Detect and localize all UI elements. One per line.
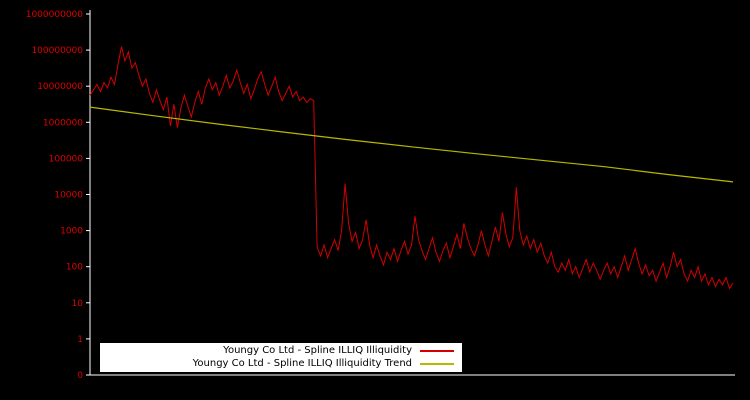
- axis-lines: [89, 10, 735, 376]
- y-tick-label: 1: [77, 335, 83, 345]
- y-tick-label: 10000: [54, 191, 83, 201]
- y-tick-label: 1000000: [43, 118, 83, 128]
- y-tick-label: 1000: [60, 227, 83, 237]
- chart-legend: Youngy Co Ltd - Spline ILLIQ Illiquidity…: [100, 343, 462, 372]
- y-tick-label: 1000000000: [26, 10, 84, 20]
- illiquidity-series-line: [89, 46, 734, 290]
- legend-line-sample-yellow: [420, 363, 454, 365]
- illiquidity-trend-line: [89, 106, 734, 183]
- legend-label-trend: Youngy Co Ltd - Spline ILLIQ Illiquidity…: [192, 358, 412, 369]
- y-tick-label: 10: [72, 299, 84, 309]
- legend-entry-trend: Youngy Co Ltd - Spline ILLIQ Illiquidity…: [108, 358, 454, 370]
- legend-entry-illiquidity: Youngy Co Ltd - Spline ILLIQ Illiquidity: [108, 345, 454, 357]
- y-tick-label: 10000000: [37, 82, 83, 92]
- y-tick-label: 0: [77, 371, 83, 381]
- y-tick-label: 100000000: [31, 46, 83, 56]
- legend-line-sample-red: [420, 350, 454, 352]
- y-tick-label: 100: [66, 263, 83, 273]
- y-tick-label: 100000: [49, 154, 84, 164]
- legend-label-illiquidity: Youngy Co Ltd - Spline ILLIQ Illiquidity: [223, 345, 412, 356]
